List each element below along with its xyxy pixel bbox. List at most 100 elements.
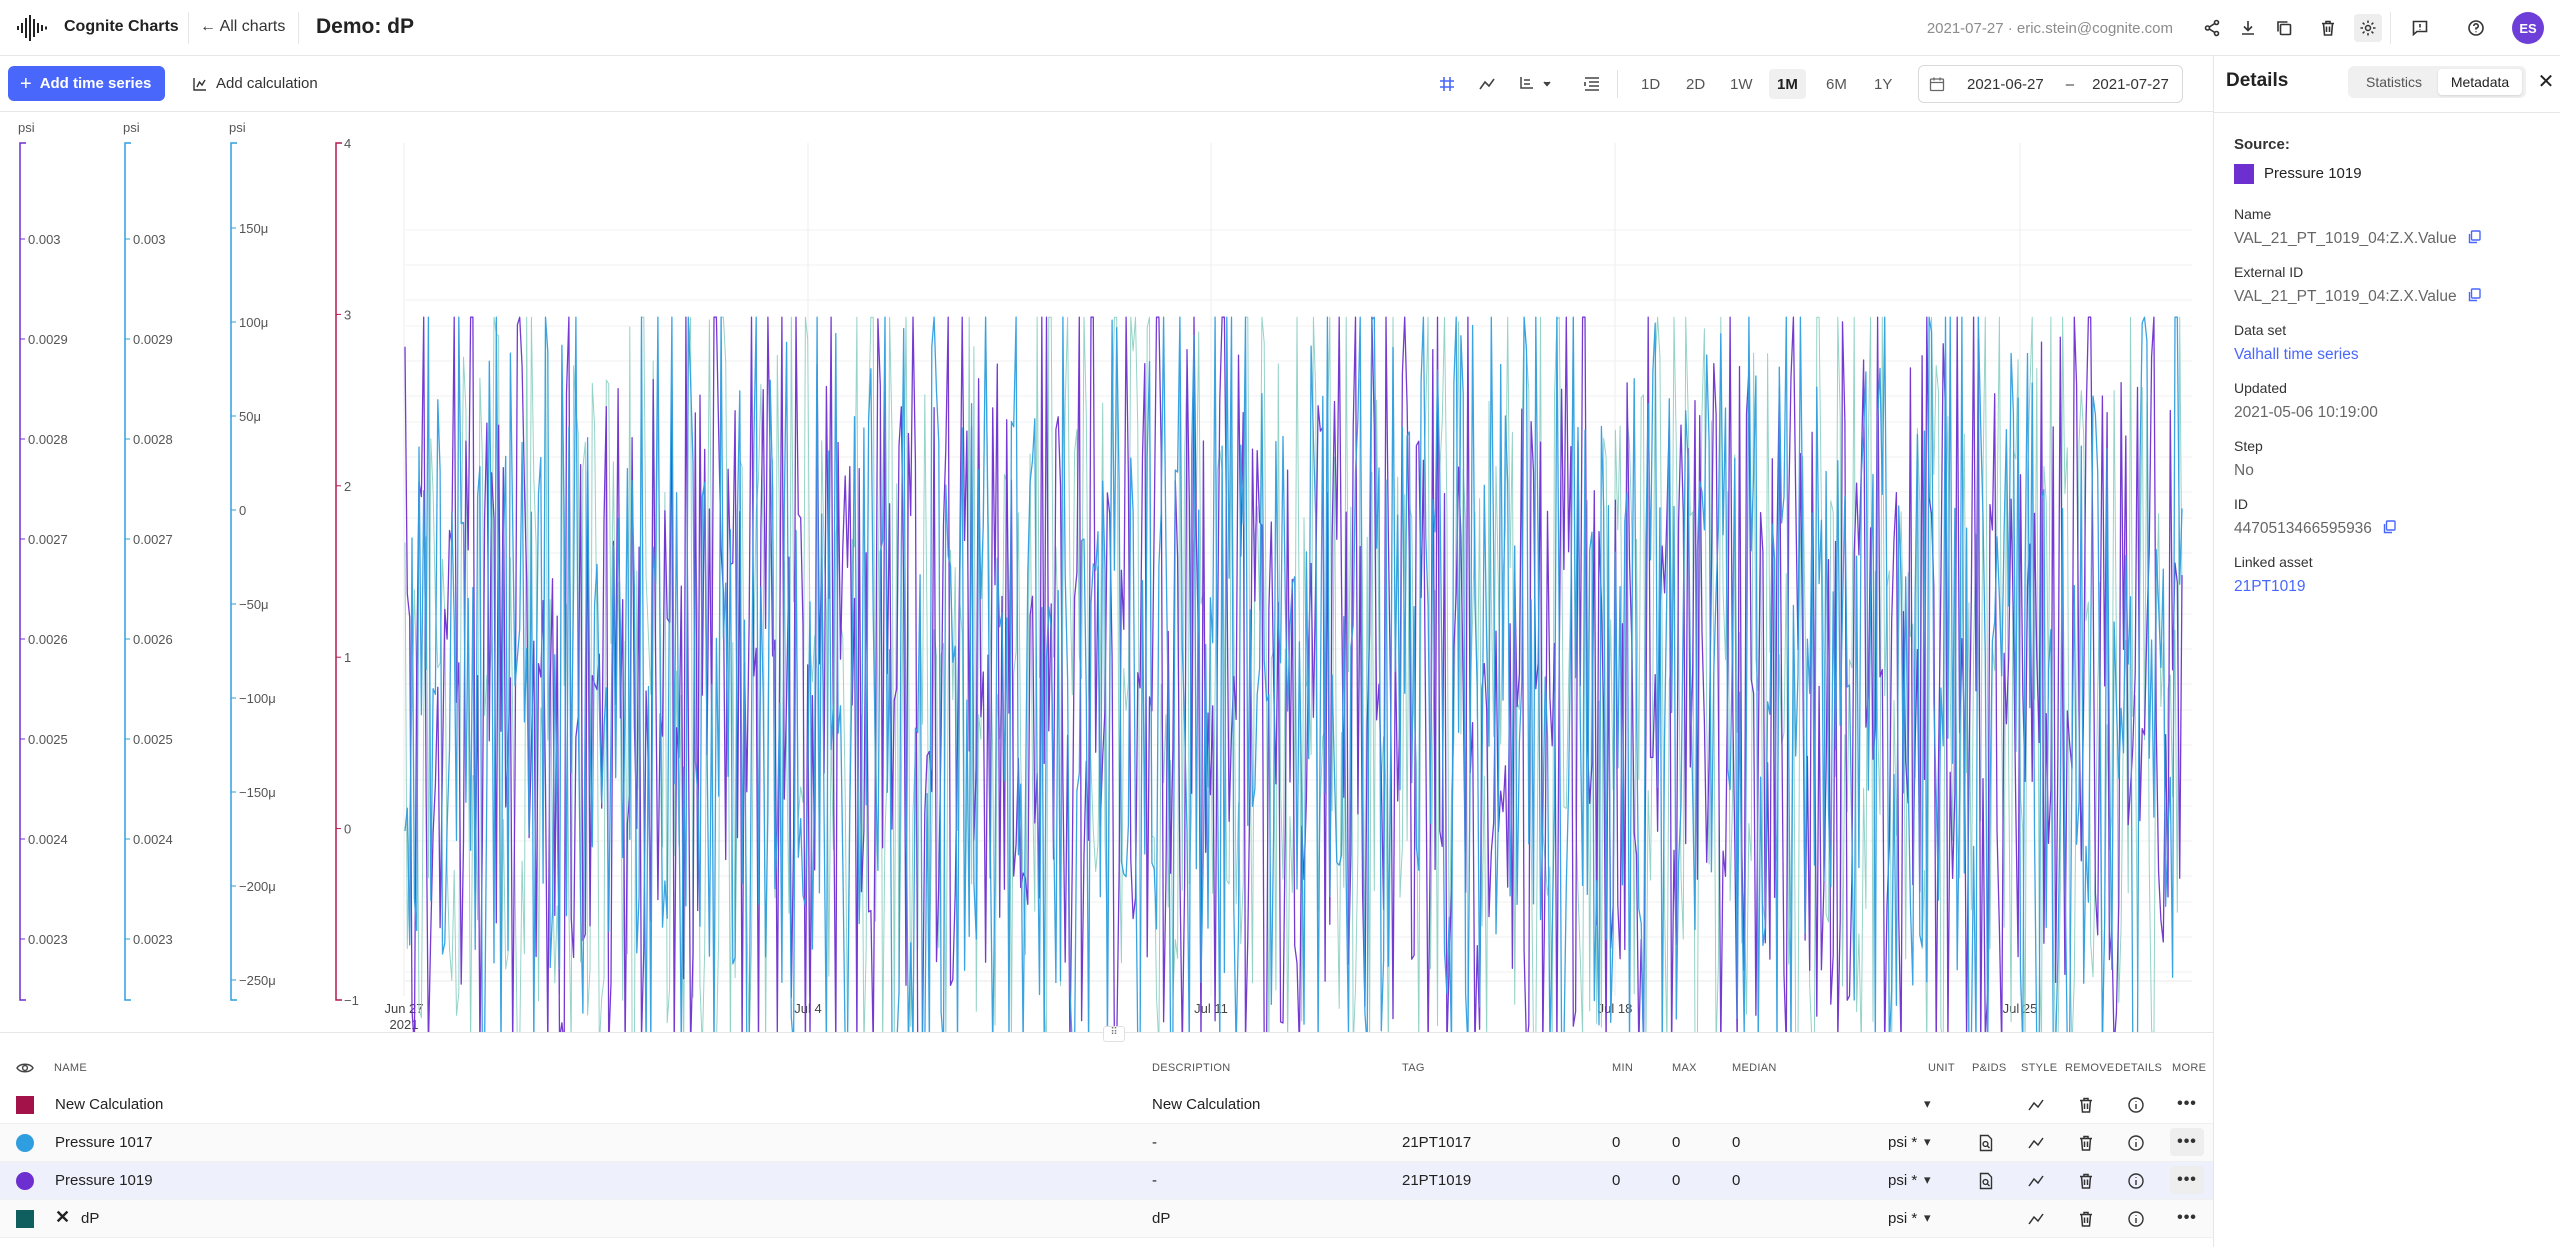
data-set-link[interactable]: Valhall time series xyxy=(2234,346,2359,363)
x-axis-tick-label: Jul 11 xyxy=(1194,1001,1228,1016)
tab-metadata[interactable]: Metadata xyxy=(2438,69,2522,95)
style-line-icon[interactable] xyxy=(2027,1134,2045,1152)
row-name[interactable]: Pressure 1017 xyxy=(55,1134,153,1151)
step-value: No xyxy=(2234,462,2254,479)
tab-statistics[interactable]: Statistics xyxy=(2365,74,2422,90)
y-axis-tick-label: 0.0026 xyxy=(133,632,173,647)
remove-trash-icon[interactable] xyxy=(2077,1096,2095,1114)
chart-title[interactable]: Demo: dP xyxy=(316,15,415,38)
col-remove-header: REMOVE xyxy=(2065,1062,2115,1074)
divider xyxy=(298,12,299,44)
row-unit[interactable]: psi * xyxy=(1888,1172,1918,1189)
row-unit[interactable]: psi * xyxy=(1888,1134,1918,1151)
series-line-pressure-1017 xyxy=(404,316,2183,1032)
y-axis-dropdown-icon[interactable] xyxy=(1513,70,1561,98)
series-color-swatch[interactable] xyxy=(16,1134,34,1152)
series-color-swatch[interactable] xyxy=(16,1172,34,1190)
range-1d-button[interactable]: 1D xyxy=(1641,75,1661,93)
chart-meta-info: 2021-07-27 · eric.stein@cognite.com xyxy=(1926,20,2173,37)
table-row[interactable]: Pressure 1019 - 21PT1019 0 0 0 psi * ▾ •… xyxy=(0,1162,2213,1200)
unit-dropdown-chevron-icon[interactable]: ▾ xyxy=(1924,1172,1931,1187)
y-axis-tick-label: 0.003 xyxy=(28,232,61,247)
series-color-swatch[interactable] xyxy=(16,1096,34,1114)
range-1m-button[interactable]: 1M xyxy=(1769,69,1806,99)
range-6m-button[interactable]: 6M xyxy=(1826,75,1847,93)
y-axis-tick-label: 0.0027 xyxy=(133,532,173,547)
y-axis-line xyxy=(230,142,237,1001)
copy-icon[interactable] xyxy=(2467,288,2481,302)
copy-icon[interactable] xyxy=(2382,520,2396,534)
add-calculation-button[interactable]: Add calculation xyxy=(182,66,328,101)
user-avatar[interactable]: ES xyxy=(2512,12,2544,44)
unit-dropdown-chevron-icon[interactable]: ▾ xyxy=(1924,1210,1931,1225)
unit-dropdown-chevron-icon[interactable]: ▾ xyxy=(1924,1134,1931,1149)
duplicate-icon[interactable] xyxy=(2270,14,2298,42)
remove-trash-icon[interactable] xyxy=(2077,1172,2095,1190)
source-name: Pressure 1019 xyxy=(2264,165,2362,182)
details-info-icon[interactable] xyxy=(2127,1210,2145,1228)
linked-asset-label: Linked asset xyxy=(2234,554,2313,570)
row-name[interactable]: New Calculation xyxy=(55,1096,164,1113)
chart-area[interactable]: psi 0.003 0.0029 0.0028 0.0027 0.0026 0.0025 0.… xyxy=(0,112,2213,1032)
pid-document-icon[interactable] xyxy=(1977,1172,1995,1190)
row-name[interactable]: dP xyxy=(81,1210,100,1227)
download-icon[interactable] xyxy=(2234,14,2262,42)
external-id-value-text: VAL_21_PT_1019_04:Z.X.Value xyxy=(2234,288,2457,305)
y-axis-tick-label: −50μ xyxy=(239,597,269,612)
visibility-eye-icon[interactable] xyxy=(16,1060,34,1076)
remove-trash-icon[interactable] xyxy=(2077,1210,2095,1228)
data-set-label: Data set xyxy=(2234,322,2287,338)
help-icon[interactable] xyxy=(2462,14,2490,42)
pid-document-icon[interactable] xyxy=(1977,1134,1995,1152)
details-info-icon[interactable] xyxy=(2127,1134,2145,1152)
row-tag: 21PT1017 xyxy=(1402,1134,1472,1151)
remove-trash-icon[interactable] xyxy=(2077,1134,2095,1152)
date-range-picker[interactable]: 2021-06-27 – 2021-07-27 xyxy=(1918,65,2183,103)
settings-icon[interactable] xyxy=(2354,14,2382,42)
grid-toggle-icon[interactable] xyxy=(1433,70,1461,98)
y-axis-tick-label: 0.0023 xyxy=(133,932,173,947)
table-row[interactable]: New Calculation New Calculation ▾ ••• xyxy=(0,1086,2213,1124)
divider xyxy=(1617,70,1618,98)
more-options-icon[interactable]: ••• xyxy=(2170,1128,2204,1156)
more-options-icon[interactable]: ••• xyxy=(2170,1166,2204,1194)
line-style-icon[interactable] xyxy=(1473,70,1501,98)
legend-icon[interactable] xyxy=(1578,70,1606,98)
series-color-swatch[interactable] xyxy=(16,1210,34,1228)
line-chart[interactable]: psi 0.003 0.0029 0.0028 0.0027 0.0026 0.0025 0.… xyxy=(0,112,2213,1032)
style-line-icon[interactable] xyxy=(2027,1210,2045,1228)
date-from-field[interactable]: 2021-06-27 xyxy=(1967,75,2044,93)
date-to-field[interactable]: 2021-07-27 xyxy=(2092,75,2169,93)
all-charts-link[interactable]: ← All charts xyxy=(200,18,286,35)
range-1w-button[interactable]: 1W xyxy=(1730,75,1753,93)
table-row[interactable]: Pressure 1017 - 21PT1017 0 0 0 psi * ▾ •… xyxy=(0,1124,2213,1162)
feedback-icon[interactable] xyxy=(2406,14,2434,42)
row-description: - xyxy=(1152,1172,1157,1189)
more-options-icon[interactable]: ••• xyxy=(2177,1209,2197,1226)
x-axis-year-label: 2021 xyxy=(390,1017,419,1032)
add-time-series-button[interactable]: + Add time series xyxy=(8,66,166,101)
style-line-icon[interactable] xyxy=(2027,1096,2045,1114)
row-name[interactable]: Pressure 1019 xyxy=(55,1172,153,1189)
y-axis-tick-label: −150μ xyxy=(239,785,276,800)
style-line-icon[interactable] xyxy=(2027,1172,2045,1190)
range-2d-button[interactable]: 2D xyxy=(1686,75,1706,93)
error-x-icon[interactable]: ✕ xyxy=(55,1207,71,1227)
row-unit[interactable]: psi * xyxy=(1888,1210,1918,1227)
row-description: dP xyxy=(1152,1210,1171,1227)
close-icon[interactable]: ✕ xyxy=(2537,70,2555,93)
share-icon[interactable] xyxy=(2198,14,2226,42)
range-1y-button[interactable]: 1Y xyxy=(1874,75,1893,93)
y-axis: psi 0.003 0.0029 0.0028 0.0027 0.0026 0.0025 0.… xyxy=(18,120,68,1001)
trash-icon[interactable] xyxy=(2314,14,2342,42)
copy-icon[interactable] xyxy=(2467,230,2481,244)
updated-value: 2021-05-06 10:19:00 xyxy=(2234,404,2378,421)
unit-dropdown-chevron-icon[interactable]: ▾ xyxy=(1924,1096,1931,1111)
drag-handle-icon[interactable]: ⠿ xyxy=(1103,1026,1125,1042)
linked-asset-link[interactable]: 21PT1019 xyxy=(2234,578,2306,595)
y-axis-line xyxy=(19,142,26,1001)
more-options-icon[interactable]: ••• xyxy=(2177,1095,2197,1112)
details-info-icon[interactable] xyxy=(2127,1096,2145,1114)
details-info-icon[interactable] xyxy=(2127,1172,2145,1190)
table-row[interactable]: ✕ dP dP psi * ▾ ••• xyxy=(0,1200,2213,1238)
